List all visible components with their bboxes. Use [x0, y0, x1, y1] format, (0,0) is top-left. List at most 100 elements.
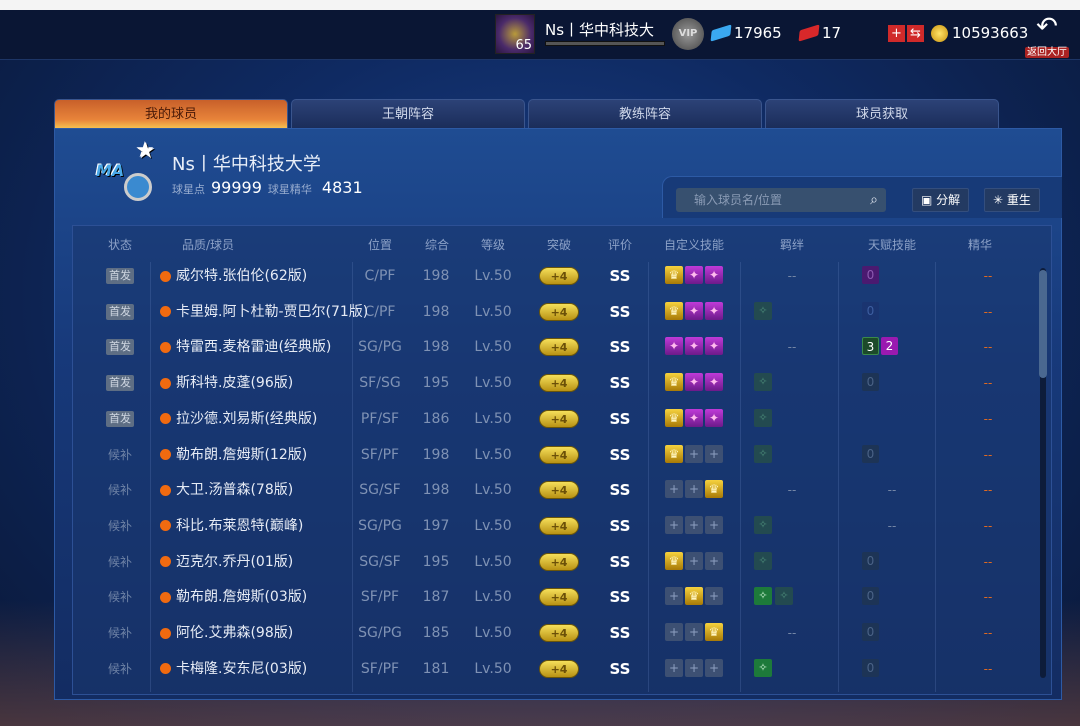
- add-skill-slot[interactable]: +: [685, 551, 703, 570]
- bond-icon[interactable]: ✧: [754, 658, 772, 677]
- add-skill-slot[interactable]: +: [685, 515, 703, 534]
- talent-badge[interactable]: 0: [862, 587, 879, 606]
- search-icon[interactable]: ⌕: [870, 192, 878, 208]
- player-row[interactable]: 首发 SG/PG 198 Lv.50 +4 SS ✦ ✦ ✦ -- 3 2 -- 特雷西.麦格雷迪(经典版…: [74, 330, 1034, 364]
- skill-icon: ♛: [665, 373, 683, 392]
- player-name-cell[interactable]: 迈克尔.乔丹(01版): [160, 545, 293, 579]
- player-row[interactable]: 首发 SF/SG 195 Lv.50 +4 SS ♛ ✦ ✦ ✧ 0 -- 斯科特.皮蓬(96版): [74, 366, 1034, 400]
- add-skill-slot[interactable]: +: [665, 515, 683, 534]
- breakthrough-badge: +4: [539, 659, 579, 678]
- add-skill-slot[interactable]: +: [705, 658, 723, 677]
- player-name-cell[interactable]: 科比.布莱恩特(巅峰): [160, 509, 303, 543]
- player-name: 大卫.汤普森(78版): [176, 482, 294, 499]
- talent-badge[interactable]: 0: [862, 373, 879, 392]
- talent-badge[interactable]: 0: [862, 658, 879, 677]
- add-currency-button[interactable]: +: [888, 25, 905, 42]
- add-skill-slot[interactable]: +: [685, 658, 703, 677]
- add-skill-slot[interactable]: +: [685, 444, 703, 463]
- talent-badge[interactable]: 0: [862, 301, 879, 320]
- ticket-count: 17: [822, 24, 842, 42]
- bond-icon[interactable]: ✧: [754, 373, 772, 392]
- column-header: 自定义技能: [663, 238, 725, 252]
- add-skill-slot[interactable]: +: [705, 587, 723, 606]
- position: SF/PF: [360, 589, 400, 606]
- breakthrough-badge: +4: [539, 409, 579, 428]
- add-skill-slot[interactable]: +: [665, 587, 683, 606]
- add-skill-slot[interactable]: +: [705, 551, 723, 570]
- custom-skills: ♛ + +: [665, 551, 723, 570]
- add-skill-slot[interactable]: +: [705, 444, 723, 463]
- exchange-button[interactable]: ⇆: [907, 25, 924, 42]
- player-name: 勒布朗.詹姆斯(12版): [176, 446, 308, 463]
- player-row[interactable]: 候补 SG/SF 195 Lv.50 +4 SS ♛ + + ✧ 0 -- 迈克尔.乔丹(01版): [74, 545, 1034, 579]
- bond-icon[interactable]: ✧: [754, 444, 772, 463]
- search-input[interactable]: 输入球员名/位置 ⌕: [676, 188, 886, 212]
- level: Lv.50: [474, 517, 512, 534]
- skill-icon: ♛: [705, 623, 723, 641]
- bond-icon[interactable]: ✧: [754, 587, 772, 606]
- player-row[interactable]: 候补 SF/PF 198 Lv.50 +4 SS ♛ + + ✧ 0 -- 勒布朗.詹姆斯(12版): [74, 438, 1034, 472]
- player-row[interactable]: 候补 SG/PG 197 Lv.50 +4 SS + + + ✧ -- -- 科比.布莱恩特(巅峰): [74, 509, 1034, 543]
- bond-icon[interactable]: ✧: [754, 408, 772, 427]
- tab-coach-lineup[interactable]: 教练阵容: [528, 99, 762, 128]
- player-row[interactable]: 候补 SG/SF 198 Lv.50 +4 SS + + ♛ -- -- -- 大卫.汤普森(78版): [74, 473, 1034, 507]
- player-row[interactable]: 候补 SF/PF 181 Lv.50 +4 SS + + + ✧ 0 -- 卡梅隆.安东尼(03版): [74, 652, 1034, 686]
- quality-dot: [160, 341, 171, 353]
- talent-badge[interactable]: 3: [862, 337, 879, 356]
- skill-icon: ♛: [665, 444, 683, 463]
- player-name-cell[interactable]: 阿伦.艾弗森(98版): [160, 616, 293, 650]
- vip-badge[interactable]: VIP: [672, 18, 704, 50]
- skill-icon: ✦: [685, 408, 703, 427]
- tab-player-acquire[interactable]: 球员获取: [765, 99, 999, 128]
- add-skill-slot[interactable]: +: [665, 623, 683, 641]
- add-skill-slot[interactable]: +: [665, 658, 683, 677]
- tab-dynasty-lineup[interactable]: 王朝阵容: [291, 99, 525, 128]
- quality-dot: [160, 556, 171, 568]
- player-row[interactable]: 候补 SG/PG 185 Lv.50 +4 SS + + ♛ -- 0 -- 阿伦.艾弗森(98版): [74, 616, 1034, 650]
- bond-icon[interactable]: ✧: [754, 301, 772, 320]
- bonds: ✧: [754, 515, 772, 534]
- player-name-cell[interactable]: 斯科特.皮蓬(96版): [160, 366, 293, 400]
- grade: SS: [609, 445, 631, 464]
- bond-icon[interactable]: ✧: [754, 515, 772, 534]
- scrollbar-track[interactable]: [1040, 268, 1046, 678]
- tab-my-players[interactable]: 我的球员: [54, 99, 288, 128]
- bond-icon[interactable]: ✧: [754, 551, 772, 570]
- talent-badge[interactable]: 0: [862, 444, 879, 463]
- player-row[interactable]: 首发 PF/SF 186 Lv.50 +4 SS ♛ ✦ ✦ ✧ -- 拉沙德.刘易斯(经典版): [74, 402, 1034, 436]
- player-name-cell[interactable]: 卡梅隆.安东尼(03版): [160, 652, 307, 686]
- player-name-cell[interactable]: 勒布朗.詹姆斯(03版): [160, 580, 307, 614]
- bond-icon[interactable]: ✧: [775, 587, 793, 606]
- xp-bar: [545, 41, 665, 46]
- rebirth-button[interactable]: ✳ 重生: [984, 188, 1040, 212]
- talent-badge[interactable]: 0: [862, 551, 879, 570]
- status-badge: 候补: [107, 626, 133, 640]
- player-row[interactable]: 首发 C/PF 198 Lv.50 +4 SS ♛ ✦ ✦ -- 0 -- 威尔特.张伯伦(62版): [74, 259, 1034, 293]
- player-name-cell[interactable]: 特雷西.麦格雷迪(经典版): [160, 330, 331, 364]
- player-name-cell[interactable]: 大卫.汤普森(78版): [160, 473, 293, 507]
- player-name-cell[interactable]: 威尔特.张伯伦(62版): [160, 259, 307, 293]
- back-to-lobby-button[interactable]: ↶ 返回大厅: [1022, 14, 1072, 58]
- player-name-cell[interactable]: 卡里姆.阿卜杜勒-贾巴尔(71版): [160, 295, 368, 329]
- decompose-button[interactable]: ▣ 分解: [912, 188, 970, 212]
- player-level: 65: [515, 38, 532, 53]
- talent-badge[interactable]: 0: [862, 266, 879, 284]
- level: Lv.50: [474, 446, 512, 463]
- player-name-cell[interactable]: 勒布朗.詹姆斯(12版): [160, 438, 307, 472]
- talent-badge[interactable]: 0: [862, 623, 879, 641]
- add-skill-slot[interactable]: +: [685, 623, 703, 641]
- add-skill-slot[interactable]: +: [665, 480, 683, 499]
- add-skill-slot[interactable]: +: [705, 515, 723, 534]
- talent-badge[interactable]: 2: [881, 337, 898, 356]
- column-divider: [740, 262, 741, 692]
- player-avatar[interactable]: 65: [495, 14, 535, 54]
- scrollbar-thumb[interactable]: [1039, 270, 1047, 378]
- player-row[interactable]: 候补 SF/PF 187 Lv.50 +4 SS + ♛ + ✧ ✧ 0 -- 勒布朗.詹姆斯(03版): [74, 580, 1034, 614]
- level: Lv.50: [474, 482, 512, 499]
- add-skill-slot[interactable]: +: [685, 480, 703, 499]
- player-row[interactable]: 首发 C/PF 198 Lv.50 +4 SS ♛ ✦ ✦ ✧ 0 -- 卡里姆.阿卜杜勒-贾巴尔(71…: [74, 295, 1034, 329]
- custom-skills: ♛ ✦ ✦: [665, 266, 723, 284]
- player-name-cell[interactable]: 拉沙德.刘易斯(经典版): [160, 402, 317, 436]
- player-name: 科比.布莱恩特(巅峰): [176, 517, 304, 534]
- rebirth-icon: ✳: [993, 193, 1007, 207]
